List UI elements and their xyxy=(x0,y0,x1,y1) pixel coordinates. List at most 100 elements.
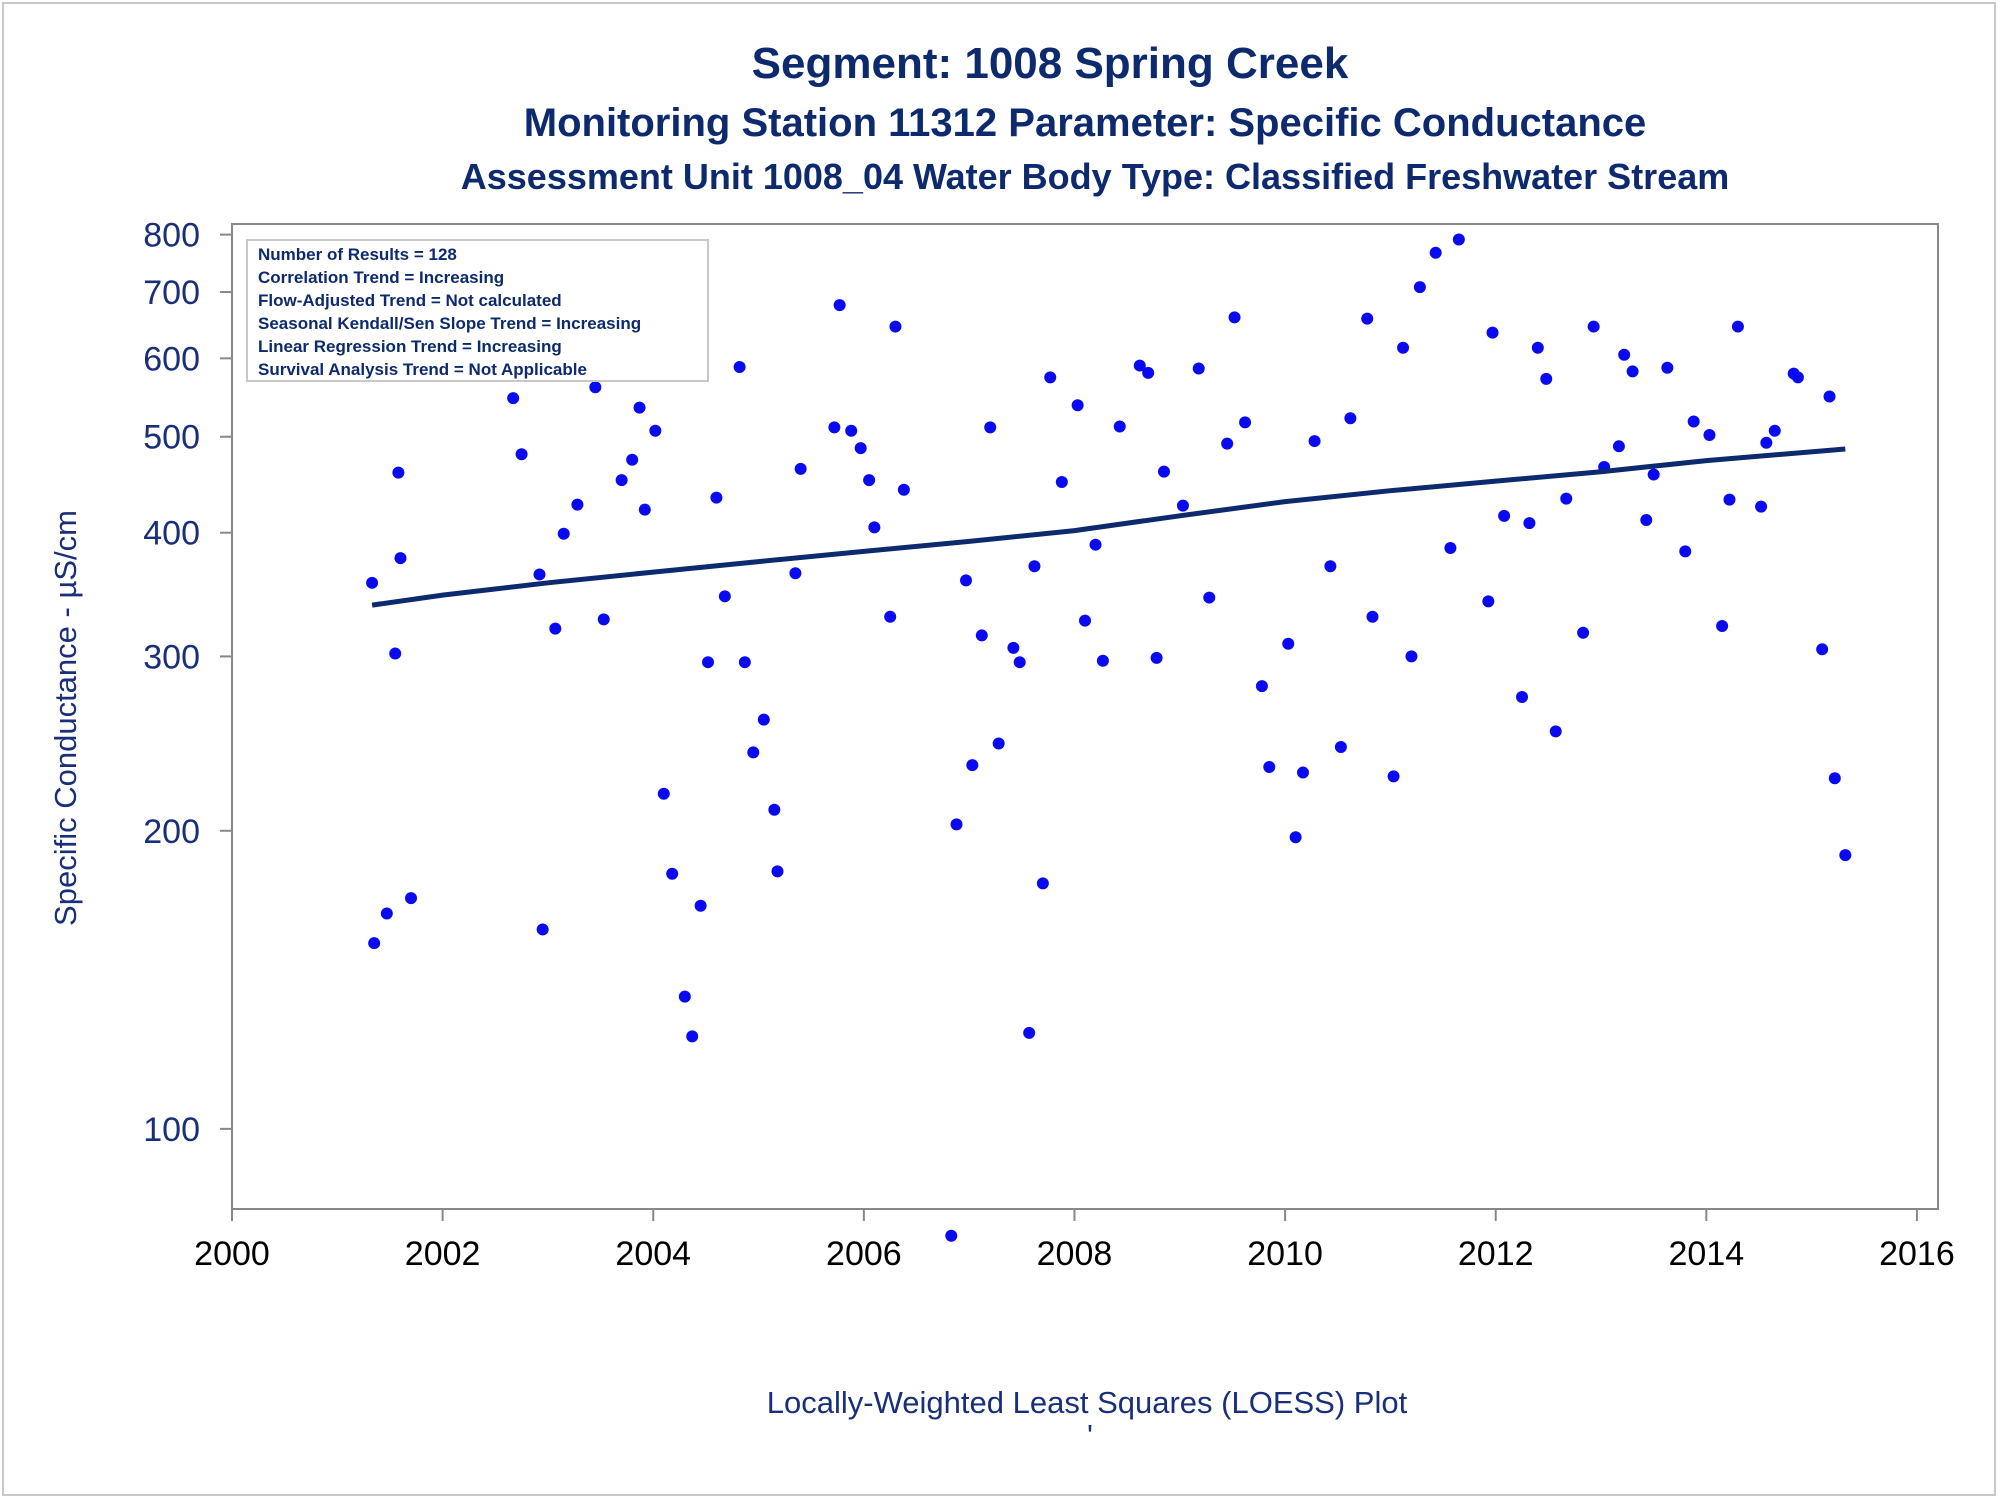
data-point-50 xyxy=(960,574,973,587)
data-point-64 xyxy=(1089,538,1102,551)
stats-box xyxy=(246,239,709,382)
stats-text-group: Number of Results = 128 Correlation Tren… xyxy=(258,245,641,379)
data-point-25 xyxy=(678,990,691,1003)
data-point-125 xyxy=(1823,390,1836,403)
data-point-32 xyxy=(738,656,751,669)
data-point-38 xyxy=(794,462,807,475)
data-point-116 xyxy=(1716,619,1729,632)
stats-line-flow: Flow-Adjusted Trend = Not calculated xyxy=(258,291,562,310)
data-point-27 xyxy=(694,899,707,912)
data-point-24 xyxy=(666,867,679,880)
stats-line-results: Number of Results = 128 xyxy=(258,245,457,264)
data-point-100 xyxy=(1531,341,1544,354)
chart-title: Segment: 1008 Spring Creek xyxy=(752,39,1349,88)
data-point-101 xyxy=(1540,372,1553,385)
data-point-127 xyxy=(1839,849,1852,862)
x-tick-label: 2002 xyxy=(405,1235,481,1273)
data-point-41 xyxy=(845,424,858,437)
data-point-8 xyxy=(515,448,528,461)
data-point-28 xyxy=(701,656,714,669)
footnote-loess: Locally-Weighted Least Squares (LOESS) P… xyxy=(767,1385,1408,1420)
data-point-52 xyxy=(975,629,988,642)
data-point-3 xyxy=(389,647,402,660)
data-point-113 xyxy=(1679,545,1692,558)
data-point-73 xyxy=(1203,591,1216,604)
y-tick-label: 200 xyxy=(143,813,200,851)
trend-line xyxy=(371,446,1846,608)
data-point-68 xyxy=(1142,366,1155,379)
stats-line-kendall: Seasonal Kendall/Sen Slope Trend = Incre… xyxy=(258,314,641,333)
data-point-36 xyxy=(771,865,784,878)
y-tick-label: 500 xyxy=(143,419,200,457)
stats-line-survival: Survival Analysis Trend = Not Applicable xyxy=(258,360,587,379)
data-point-6 xyxy=(405,892,418,905)
x-tick-label: 2016 xyxy=(1879,1235,1955,1273)
y-tick-label: 600 xyxy=(143,340,200,378)
data-point-67 xyxy=(1133,359,1146,372)
data-point-39 xyxy=(828,421,841,434)
data-point-45 xyxy=(884,610,897,623)
data-point-31 xyxy=(733,361,746,374)
data-point-53 xyxy=(984,421,997,434)
data-point-91 xyxy=(1413,281,1426,294)
data-point-15 xyxy=(589,381,602,394)
data-point-121 xyxy=(1768,424,1781,437)
data-point-59 xyxy=(1036,877,1049,890)
x-tick-label: 2004 xyxy=(615,1235,691,1273)
x-tick-label: 2010 xyxy=(1247,1235,1323,1273)
data-point-62 xyxy=(1071,399,1084,412)
data-point-120 xyxy=(1760,436,1773,449)
data-point-114 xyxy=(1687,415,1700,428)
chart-subtitle-station: Monitoring Station 11312 Parameter: Spec… xyxy=(524,101,1647,145)
data-point-11 xyxy=(549,622,562,635)
data-point-72 xyxy=(1192,362,1205,375)
data-point-10 xyxy=(536,923,549,936)
data-point-26 xyxy=(686,1030,699,1043)
data-point-22 xyxy=(649,424,662,437)
data-point-71 xyxy=(1176,499,1189,512)
data-point-0 xyxy=(366,576,379,589)
data-point-102 xyxy=(1549,725,1562,738)
data-point-93 xyxy=(1444,542,1457,555)
data-point-20 xyxy=(633,401,646,414)
x-tick-label: 2012 xyxy=(1458,1235,1534,1273)
data-point-107 xyxy=(1612,440,1625,453)
data-point-23 xyxy=(657,787,670,800)
data-point-74 xyxy=(1221,437,1234,450)
data-point-99 xyxy=(1523,517,1536,530)
data-point-84 xyxy=(1334,741,1347,754)
data-point-115 xyxy=(1703,429,1716,442)
data-point-56 xyxy=(1013,656,1026,669)
data-point-89 xyxy=(1397,341,1410,354)
data-point-19 xyxy=(626,453,639,466)
data-point-79 xyxy=(1282,637,1295,650)
data-point-34 xyxy=(757,713,770,726)
data-point-47 xyxy=(897,483,910,496)
data-point-90 xyxy=(1405,650,1418,663)
chart-subtitle-assessment: Assessment Unit 1008_04 Water Body Type:… xyxy=(461,156,1730,197)
data-point-55 xyxy=(1007,641,1020,654)
data-point-98 xyxy=(1516,690,1529,703)
data-point-44 xyxy=(868,521,881,534)
y-tick-label: 800 xyxy=(143,217,200,255)
data-point-63 xyxy=(1079,614,1091,627)
data-point-124 xyxy=(1816,643,1829,656)
data-point-123 xyxy=(1791,371,1804,384)
plot-area: 2000 2002 2004 2006 2008 2010 2012 2014 2016 100 2… xyxy=(143,217,1954,1273)
y-tick-label: 300 xyxy=(143,638,200,676)
data-point-48 xyxy=(945,1229,958,1242)
data-point-57 xyxy=(1023,1026,1036,1039)
data-point-2 xyxy=(380,907,393,920)
data-point-112 xyxy=(1661,361,1674,374)
data-point-13 xyxy=(571,498,584,511)
data-point-40 xyxy=(833,299,846,312)
data-point-94 xyxy=(1452,233,1465,246)
x-tick-label: 2008 xyxy=(1037,1235,1113,1273)
data-point-9 xyxy=(533,568,546,581)
data-point-111 xyxy=(1647,468,1660,481)
data-point-117 xyxy=(1723,493,1736,506)
data-point-96 xyxy=(1486,326,1499,339)
data-point-1 xyxy=(368,937,381,950)
data-point-118 xyxy=(1731,320,1744,333)
